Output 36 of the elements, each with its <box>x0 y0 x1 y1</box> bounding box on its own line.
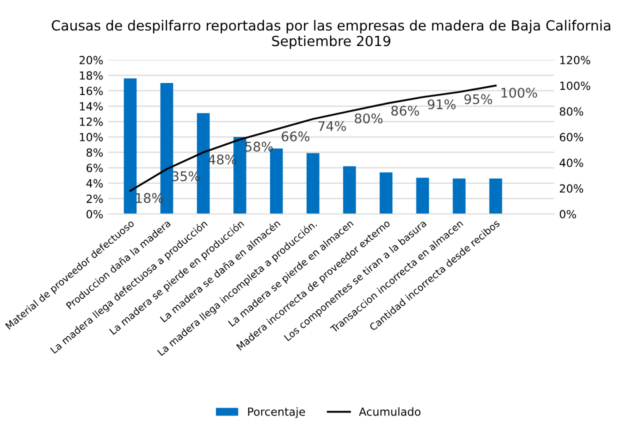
y2-tick-label: 80% <box>560 107 584 116</box>
y-tick-label: 8% <box>86 148 103 157</box>
legend-label: Porcentaje <box>248 407 305 418</box>
bar <box>343 166 356 214</box>
y2-tick-label: 100% <box>560 82 590 90</box>
y2-tick-label: 120% <box>560 56 590 64</box>
y-tick-label: 10% <box>80 132 103 142</box>
y2-tick-label: 0% <box>560 210 576 218</box>
bar <box>489 178 502 214</box>
y-tick-label: 0% <box>86 210 103 218</box>
data-label: 74% <box>318 121 346 132</box>
y2-tick-label: 20% <box>560 184 584 193</box>
bar <box>416 178 430 214</box>
data-label: 91% <box>428 99 456 110</box>
data-label: 80% <box>354 113 382 124</box>
data-label: 100% <box>502 88 538 98</box>
data-label: 86% <box>391 106 420 116</box>
bar <box>124 78 137 214</box>
y2-tick-label: 60% <box>560 132 584 142</box>
y-tick-label: 2% <box>86 194 103 203</box>
y-tick-label: 4% <box>86 179 103 188</box>
bar <box>452 178 466 214</box>
line-series <box>129 84 497 192</box>
y-tick-label: 14% <box>80 102 103 111</box>
y-tick-label: 16% <box>80 86 103 96</box>
chart-title: Causas de despilfarro reportadas por las empresas de madera de Baja California Septiembre 2019 <box>52 20 610 49</box>
bar <box>380 172 392 214</box>
y-tick-label: 12% <box>80 118 103 126</box>
y-tick-label: 6% <box>86 164 103 172</box>
legend-label: Acumulado <box>358 407 420 416</box>
y-tick-label: 20% <box>80 56 103 64</box>
data-label: 66% <box>282 131 310 142</box>
y-tick-label: 18% <box>80 71 103 80</box>
data-label: 95% <box>464 94 492 104</box>
bar <box>306 153 320 214</box>
y2-tick-label: 40% <box>560 158 584 168</box>
